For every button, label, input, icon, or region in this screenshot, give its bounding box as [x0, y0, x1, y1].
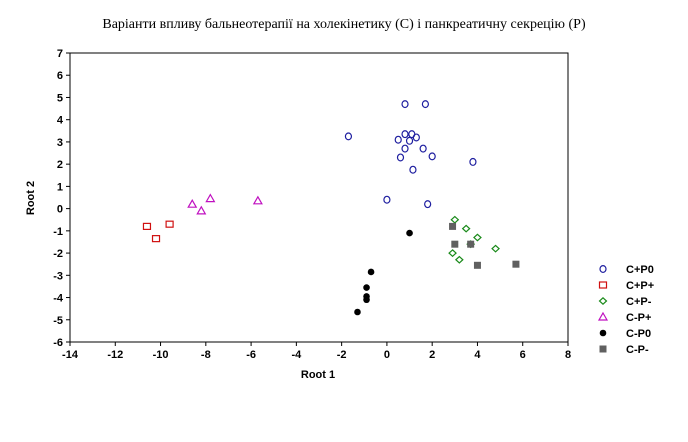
- y-tick-label: 6: [57, 70, 63, 82]
- x-tick-label: -4: [291, 349, 302, 361]
- legend-item: C-P0: [599, 328, 651, 340]
- data-point: [419, 144, 427, 153]
- data-point: [451, 240, 459, 248]
- series-C-P+: [187, 193, 263, 215]
- data-point: [454, 255, 464, 264]
- data-point: [205, 193, 216, 203]
- data-point: [142, 222, 152, 230]
- y-tick-label: -5: [53, 315, 63, 327]
- y-tick-label: 2: [57, 159, 63, 171]
- x-tick-label: 8: [565, 349, 571, 361]
- x-tick-label: 6: [520, 349, 526, 361]
- data-point: [449, 222, 457, 230]
- legend-label: C+P0: [626, 264, 654, 276]
- y-tick-label: 3: [57, 137, 63, 149]
- x-tick-label: 4: [474, 349, 481, 361]
- legend-item: C-P-: [599, 344, 649, 356]
- plot-axes: -14 -12 -10 -8 -6 -4 -2 0 2 4 6 8-6-5-4-3-2-1012345…: [53, 48, 571, 361]
- y-tick-label: -3: [53, 270, 63, 282]
- legend-item: C+P+: [598, 280, 654, 292]
- data-point: [401, 130, 409, 139]
- series-C-P-: [449, 222, 520, 269]
- data-point: [491, 244, 500, 253]
- data-point: [473, 233, 482, 242]
- series-C+P0: [344, 100, 477, 209]
- data-point: [252, 195, 263, 205]
- series-C+P+: [142, 220, 174, 243]
- legend-item: C-P+: [597, 311, 651, 324]
- chart-legend: C+P0 C+P+ C+P- C-P+ C-P0 C-P-: [597, 264, 654, 356]
- y-tick-label: 7: [57, 48, 63, 60]
- plot-frame: [69, 52, 569, 343]
- data-point: [401, 100, 409, 109]
- chart-title: Варіанти впливу бальнеотерапії на холекі…: [102, 17, 586, 32]
- legend-label: C+P+: [626, 280, 654, 292]
- data-point: [344, 132, 353, 141]
- data-points: [142, 100, 520, 316]
- y-tick-label: 5: [57, 92, 63, 104]
- data-point: [406, 229, 413, 237]
- data-point: [461, 224, 471, 233]
- data-point: [367, 268, 375, 276]
- legend-marker: [599, 329, 607, 337]
- legend-label: C-P0: [626, 328, 651, 340]
- legend-label: C+P-: [626, 296, 652, 308]
- data-point: [383, 195, 391, 204]
- y-tick-label: 1: [57, 181, 63, 193]
- legend-marker: [599, 345, 607, 353]
- x-axis-title: Root 1: [301, 369, 335, 381]
- data-point: [424, 200, 432, 209]
- series-C-P0: [354, 229, 413, 316]
- y-tick-label: -2: [53, 248, 63, 260]
- data-point: [421, 100, 429, 109]
- y-tick-label: -6: [53, 337, 63, 349]
- data-point: [512, 260, 520, 268]
- x-tick-label: -2: [337, 349, 347, 361]
- data-point: [412, 133, 420, 142]
- data-point: [187, 198, 198, 208]
- data-point: [405, 136, 414, 145]
- x-tick-label: 2: [429, 349, 435, 361]
- data-point: [165, 220, 174, 228]
- data-point: [151, 235, 161, 243]
- data-point: [469, 157, 477, 166]
- data-point: [354, 308, 361, 316]
- x-tick-label: 0: [384, 349, 390, 361]
- data-point: [428, 152, 436, 161]
- data-point: [467, 240, 475, 248]
- data-point: [401, 144, 409, 153]
- legend-label: C-P+: [626, 312, 651, 324]
- y-tick-label: -4: [53, 293, 64, 305]
- series-C+P-: [448, 215, 500, 264]
- data-point: [473, 261, 481, 269]
- data-point: [448, 249, 457, 258]
- x-tick-label: -14: [62, 349, 79, 361]
- y-axis-title: Root 2: [25, 181, 37, 215]
- legend-marker: [599, 265, 607, 274]
- x-tick-label: -8: [201, 349, 211, 361]
- y-tick-label: 4: [57, 115, 64, 127]
- legend-marker: [598, 281, 608, 289]
- x-tick-label: -6: [246, 349, 256, 361]
- x-tick-label: -10: [153, 349, 169, 361]
- data-point: [394, 135, 402, 144]
- x-tick-label: -12: [107, 349, 123, 361]
- data-point: [409, 165, 417, 174]
- data-point: [450, 215, 460, 224]
- legend-label: C-P-: [626, 344, 649, 356]
- legend-marker: [598, 296, 608, 306]
- y-tick-label: -1: [53, 226, 63, 238]
- legend-marker: [597, 311, 609, 321]
- data-point: [196, 205, 207, 215]
- data-point: [363, 284, 370, 291]
- data-point: [396, 153, 405, 162]
- legend-item: C+P0: [599, 264, 654, 276]
- y-tick-label: 0: [57, 204, 63, 216]
- legend-item: C+P-: [598, 296, 652, 308]
- data-point: [363, 296, 370, 304]
